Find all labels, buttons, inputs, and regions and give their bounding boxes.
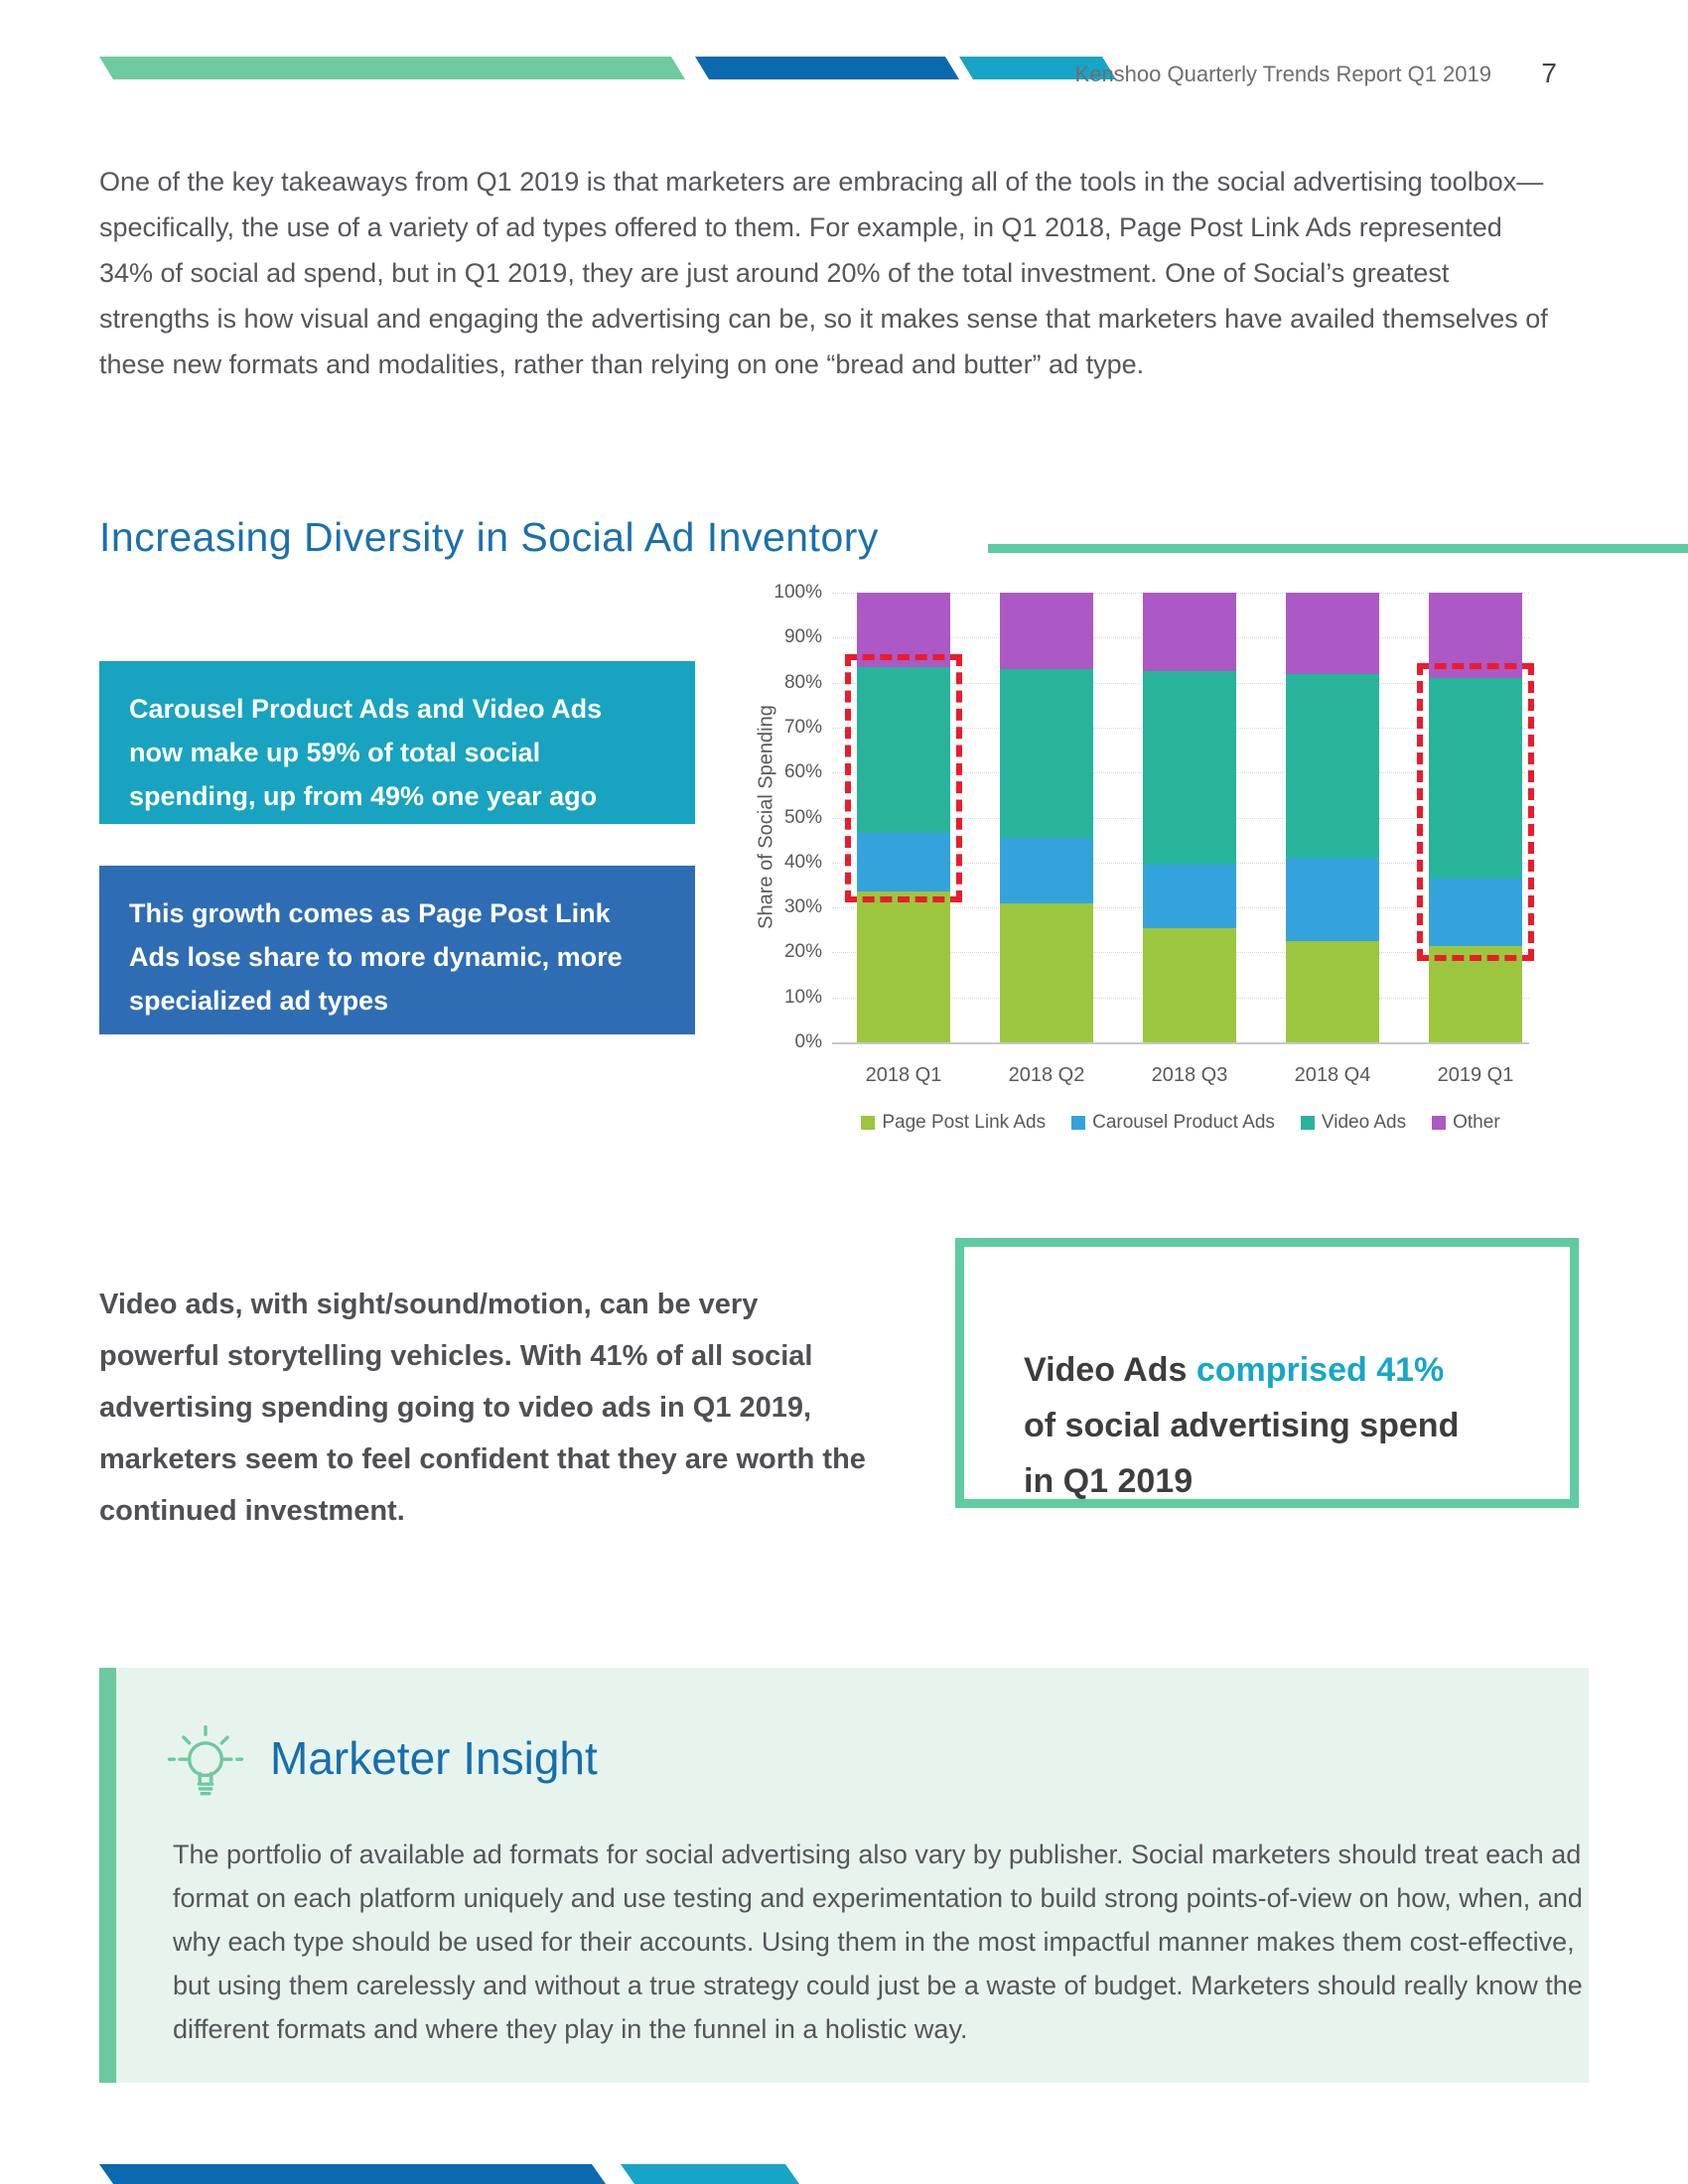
y-tick-label: 20% xyxy=(783,941,822,963)
stacked-bar-chart: 0% 10% 20% 30% 40% 50% 60% 70% 80% 90% 100% Share o… xyxy=(745,576,1539,1134)
x-axis-line xyxy=(832,1042,1529,1044)
stacked-bar xyxy=(1143,593,1236,1042)
bar-segment xyxy=(1000,669,1093,838)
marketer-insight-section: Marketer Insight The portfolio of availa… xyxy=(99,1668,1589,2083)
intro-paragraph: One of the key takeaways from Q1 2019 is… xyxy=(99,167,1548,379)
bar-segment xyxy=(1286,858,1379,942)
header-bar-blue xyxy=(695,57,959,79)
lightbulb-icon xyxy=(167,1724,244,1796)
bar-segment xyxy=(1000,902,1093,1042)
stat-line1-dark: Video Ads xyxy=(1024,1351,1196,1389)
legend-item: Other xyxy=(1432,1112,1500,1134)
y-tick-label: 0% xyxy=(794,1031,822,1052)
stat-line3: in Q1 2019 xyxy=(1024,1462,1194,1500)
bar-segment xyxy=(1143,593,1236,672)
insight-body: The portfolio of available ad formats fo… xyxy=(173,1840,1583,2044)
x-category-label: 2018 Q1 xyxy=(865,1064,942,1086)
bar-segment xyxy=(857,833,950,892)
stat-line2: of social advertising spend xyxy=(1024,1407,1460,1444)
legend-swatch xyxy=(861,1116,876,1130)
bar-segment xyxy=(1286,941,1379,1042)
y-tick-label: 90% xyxy=(783,626,822,648)
footer-bar-cyan xyxy=(621,2164,799,2184)
bar-segment xyxy=(1286,593,1379,674)
bar-segment xyxy=(1143,865,1236,928)
stacked-bar xyxy=(1000,593,1093,1042)
stat-box: Video Ads comprised 41% of social advert… xyxy=(955,1238,1579,1508)
y-axis-label: Share of Social Spending xyxy=(755,705,777,929)
legend-item: Page Post Link Ads xyxy=(861,1112,1046,1134)
x-category-label: 2018 Q3 xyxy=(1151,1064,1228,1086)
header-title: Kenshoo Quarterly Trends Report Q1 2019 xyxy=(1074,62,1491,86)
highlight-dashed-box xyxy=(1417,663,1534,961)
legend-label: Other xyxy=(1453,1112,1500,1133)
legend-label: Carousel Product Ads xyxy=(1092,1112,1275,1133)
legend-label: Video Ads xyxy=(1321,1112,1407,1133)
legend-label: Page Post Link Ads xyxy=(882,1112,1047,1133)
y-tick-label: 100% xyxy=(774,582,822,603)
stacked-bar xyxy=(857,593,950,1042)
y-tick-label: 10% xyxy=(783,986,822,1008)
x-category-label: 2018 Q2 xyxy=(1008,1064,1085,1086)
stacked-bar xyxy=(1429,593,1522,1042)
y-tick-label: 80% xyxy=(783,671,822,693)
bar-segment xyxy=(1000,593,1093,670)
bar-segment xyxy=(1143,671,1236,866)
bar-segment xyxy=(1143,927,1236,1042)
y-tick-label: 70% xyxy=(783,716,822,738)
legend-swatch xyxy=(1071,1116,1086,1130)
stat-line1-accent: comprised 41% xyxy=(1196,1351,1445,1389)
section-title: Increasing Diversity in Social Ad Invent… xyxy=(99,514,879,560)
x-category-label: 2018 Q4 xyxy=(1294,1064,1371,1086)
bar-segment xyxy=(1429,878,1522,946)
section-title-rule xyxy=(988,544,1688,553)
stacked-bar xyxy=(1286,593,1379,1042)
footer-bar-blue xyxy=(99,2164,606,2184)
legend-item: Video Ads xyxy=(1300,1112,1407,1134)
callout-carousel-video: Carousel Product Ads and Video Ads now m… xyxy=(99,661,695,824)
bar-segment xyxy=(857,891,950,1042)
insight-title: Marketer Insight xyxy=(270,1732,598,1784)
highlight-dashed-box xyxy=(845,653,962,902)
bar-segment xyxy=(1429,945,1522,1042)
header-bar-cyan xyxy=(959,57,1116,79)
bar-segment xyxy=(857,666,950,834)
legend-swatch xyxy=(1300,1116,1315,1130)
legend-item: Carousel Product Ads xyxy=(1071,1112,1275,1134)
y-tick-label: 30% xyxy=(783,896,822,918)
page-number: 7 xyxy=(1541,58,1557,88)
bar-segment xyxy=(1286,673,1379,859)
y-tick-label: 60% xyxy=(783,761,822,783)
video-ads-paragraph: Video ads, with sight/sound/motion, can … xyxy=(99,1289,866,1527)
x-category-label: 2019 Q1 xyxy=(1437,1064,1514,1086)
legend-swatch xyxy=(1432,1116,1447,1130)
bar-segment xyxy=(1000,837,1093,903)
bar-segment xyxy=(1429,678,1522,879)
y-tick-label: 40% xyxy=(783,851,822,873)
header-bar-mint xyxy=(99,57,685,79)
y-tick-label: 50% xyxy=(783,806,822,828)
chart-legend: Page Post Link Ads Carousel Product Ads Vi… xyxy=(832,1112,1529,1134)
callout-page-post-link: This growth comes as Page Post Link Ads … xyxy=(99,866,695,1034)
